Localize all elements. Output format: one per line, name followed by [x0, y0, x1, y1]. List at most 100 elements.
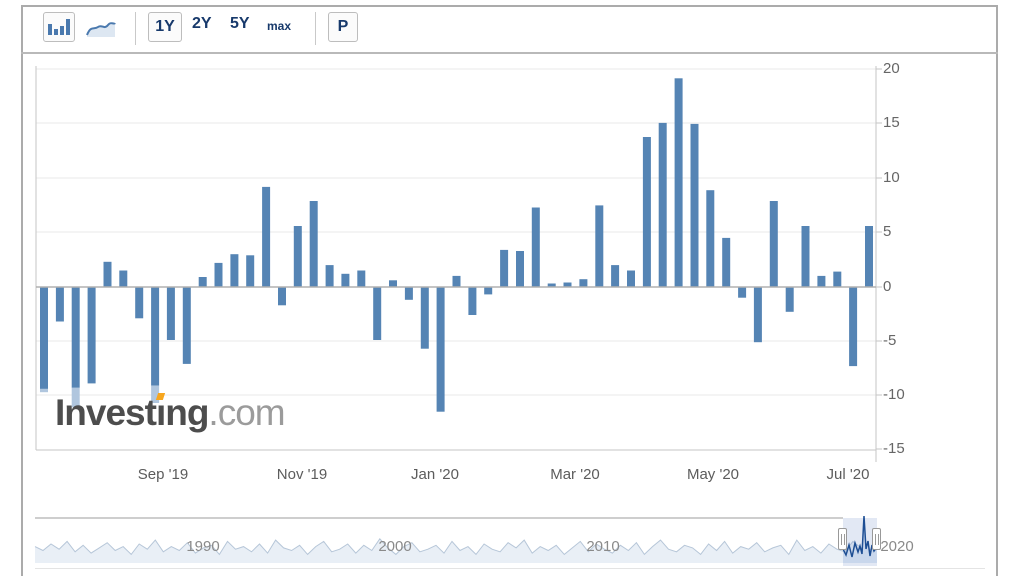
range-button-max[interactable]: max: [267, 19, 292, 33]
bar[interactable]: [182, 286, 191, 364]
bar[interactable]: [103, 261, 112, 287]
area-chart-icon: [86, 22, 116, 37]
bar[interactable]: [341, 273, 350, 287]
bar[interactable]: [468, 286, 477, 315]
line-chart-type-button[interactable]: [85, 15, 117, 41]
bar[interactable]: [119, 270, 128, 287]
range-button-2y[interactable]: 2Y: [192, 15, 212, 32]
bar[interactable]: [325, 265, 334, 287]
bar[interactable]: [71, 286, 80, 388]
y-axis-label: 10: [883, 169, 900, 186]
selection-area-fill: [843, 516, 877, 563]
bar[interactable]: [230, 254, 239, 287]
plot-border: [35, 66, 882, 462]
bar[interactable]: [389, 280, 397, 287]
bar[interactable]: [801, 226, 810, 287]
y-axis-label: 15: [883, 114, 900, 131]
y-axis-label: -15: [883, 440, 905, 457]
bar[interactable]: [55, 286, 64, 322]
x-axis-label: Jan '20: [411, 466, 459, 483]
x-axis-label: Mar '20: [550, 466, 600, 483]
bar[interactable]: [785, 286, 794, 312]
x-axis-label: Nov '19: [276, 466, 328, 483]
bar-light-tip: [71, 387, 80, 408]
bar[interactable]: [40, 286, 48, 389]
bar[interactable]: [87, 286, 96, 384]
bar[interactable]: [166, 286, 175, 340]
navigator-year-label: 2010: [586, 538, 620, 555]
navigator-area-fill: [35, 538, 877, 563]
bar-series[interactable]: [40, 78, 873, 412]
x-axis-label: May '20: [686, 466, 740, 483]
bar[interactable]: [658, 122, 667, 287]
bar[interactable]: [246, 255, 255, 287]
navigator-series-line: [34, 537, 878, 556]
bar[interactable]: [516, 251, 524, 287]
bar[interactable]: [262, 186, 271, 287]
y-axis-label: 5: [883, 223, 892, 240]
bar[interactable]: [357, 270, 366, 287]
navigator-year-label: 2020: [880, 538, 914, 555]
chart-toolbar: 1Y 2Y 5Y max P: [23, 7, 996, 52]
bar[interactable]: [849, 286, 858, 367]
y-axis-label: -10: [883, 386, 905, 403]
bar[interactable]: [214, 262, 223, 287]
bar[interactable]: [373, 286, 382, 340]
bar[interactable]: [642, 137, 651, 287]
bar[interactable]: [531, 207, 540, 287]
bar[interactable]: [627, 270, 635, 287]
bar[interactable]: [817, 275, 826, 287]
bar-light-tip: [40, 388, 48, 393]
navigator-year-label: 2000: [378, 538, 412, 555]
bar[interactable]: [309, 201, 318, 287]
investing-logo: Investı ng.com: [55, 392, 286, 433]
bar[interactable]: [611, 265, 620, 287]
bar[interactable]: [436, 286, 445, 412]
bar[interactable]: [690, 123, 699, 287]
bar[interactable]: [865, 226, 873, 287]
navigator-handle-right[interactable]: [872, 528, 881, 550]
bar[interactable]: [738, 286, 747, 298]
y-axis-label: 0: [883, 278, 892, 295]
bar[interactable]: [135, 286, 144, 319]
logo-com-suffix: .com: [208, 392, 285, 433]
bar[interactable]: [404, 286, 413, 300]
bar[interactable]: [151, 286, 160, 386]
range-button-1y[interactable]: 1Y: [148, 12, 182, 42]
navigator-handle-left[interactable]: [838, 528, 847, 550]
y-axis-label: -5: [883, 332, 897, 349]
logo-text: Invest: [55, 392, 157, 433]
navigator-year-label: 1990: [186, 538, 220, 555]
bar[interactable]: [595, 205, 604, 287]
bar-chart-type-button[interactable]: [43, 12, 75, 42]
bar[interactable]: [833, 271, 842, 287]
bar[interactable]: [563, 282, 572, 287]
frame-top-border: [21, 5, 998, 7]
bottom-rule: [35, 568, 985, 569]
bar[interactable]: [278, 286, 286, 306]
bar[interactable]: [547, 283, 556, 287]
toolbar-divider: [135, 12, 136, 45]
gridlines: [36, 68, 876, 396]
p-button[interactable]: P: [328, 12, 358, 42]
x-axis-label: Jul '20: [826, 466, 870, 483]
bar[interactable]: [722, 237, 731, 287]
bar[interactable]: [753, 286, 762, 343]
bar-light-tip: [151, 385, 160, 403]
bar[interactable]: [452, 275, 461, 287]
bar[interactable]: [674, 78, 683, 287]
frame-left-border: [21, 5, 23, 576]
navigator-track[interactable]: [34, 537, 878, 563]
bar[interactable]: [769, 201, 778, 287]
bar[interactable]: [198, 277, 207, 287]
bar[interactable]: [706, 190, 715, 287]
x-axis-label: Sep '19: [137, 466, 189, 483]
bar[interactable]: [579, 279, 588, 287]
range-button-5y[interactable]: 5Y: [230, 15, 250, 32]
bar[interactable]: [420, 286, 429, 349]
bar[interactable]: [500, 249, 509, 287]
bar[interactable]: [484, 286, 493, 295]
bar[interactable]: [293, 226, 302, 287]
